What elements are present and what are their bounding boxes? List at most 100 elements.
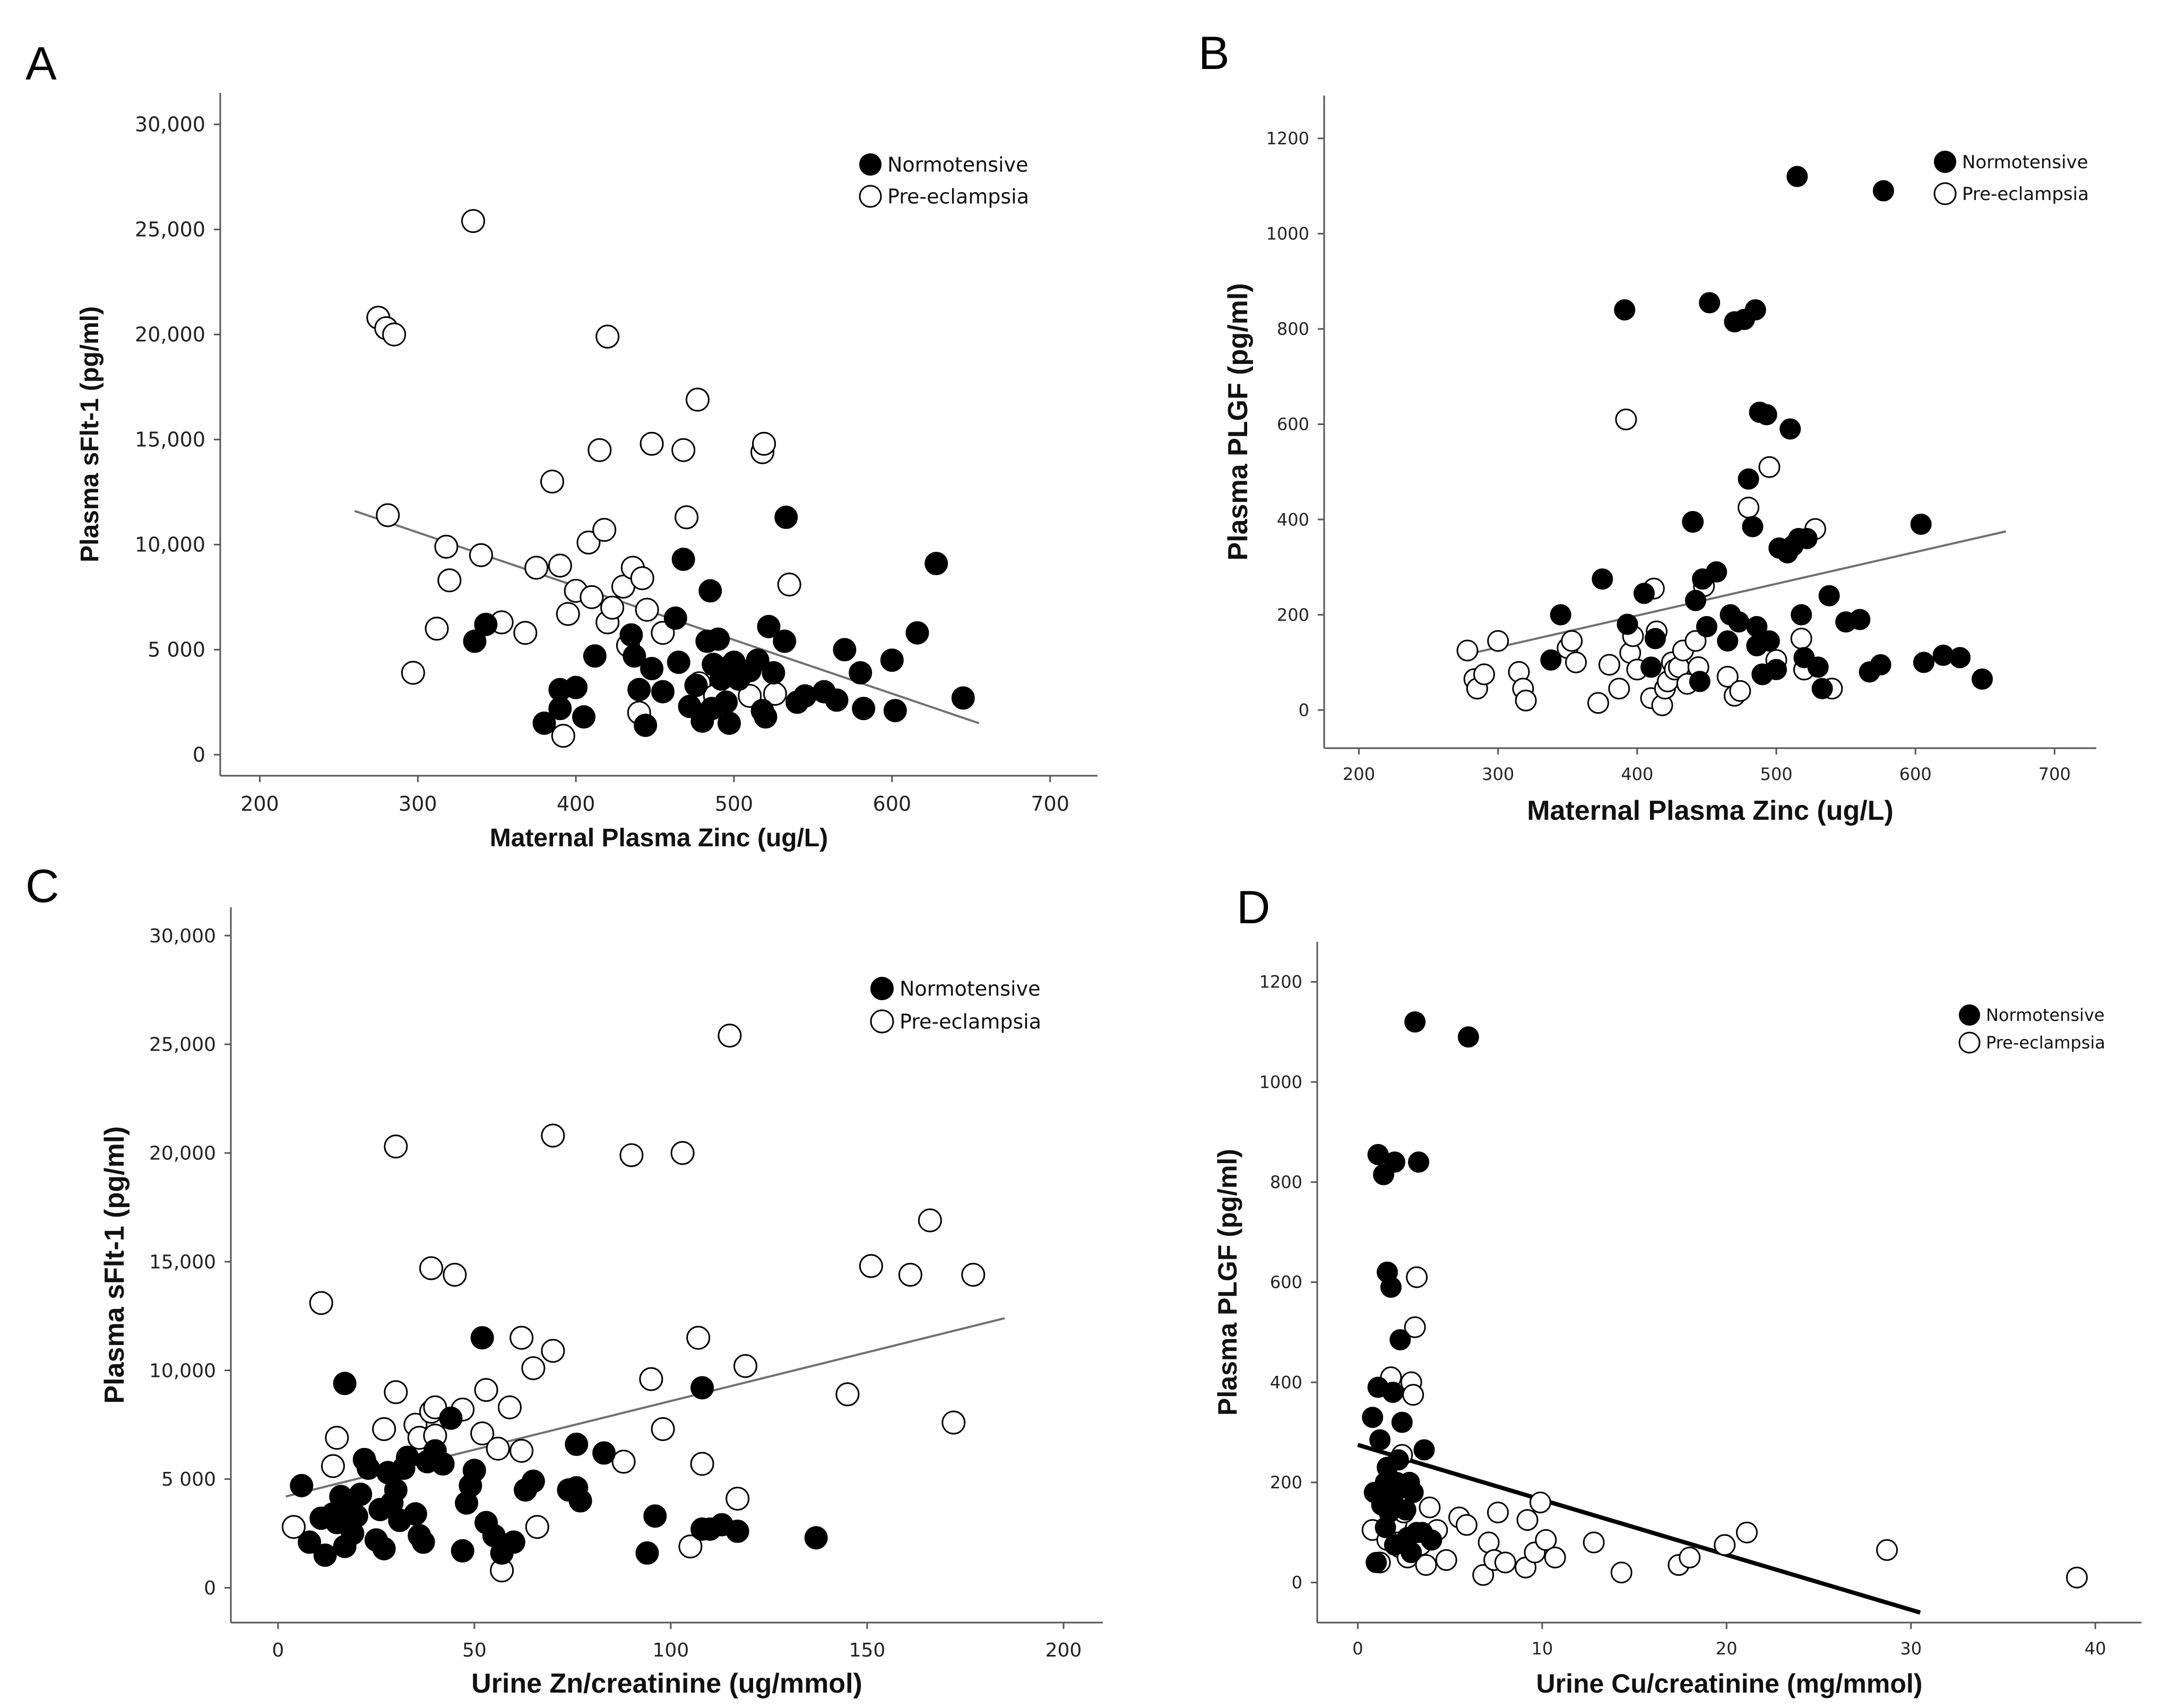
normotensive-point bbox=[532, 712, 556, 735]
pre-eclampsia-point bbox=[1587, 692, 1609, 714]
normotensive-point bbox=[1849, 609, 1871, 630]
normotensive-point bbox=[1387, 1449, 1409, 1471]
panel-letter-a: A bbox=[25, 37, 57, 90]
normotensive-point bbox=[762, 661, 785, 684]
x-tick-label: 700 bbox=[2038, 764, 2071, 784]
pre-eclampsia-point bbox=[670, 1141, 695, 1165]
pre-eclampsia-point bbox=[309, 1291, 333, 1315]
pre-eclampsia-point bbox=[1729, 680, 1751, 702]
pre-eclampsia-point bbox=[548, 553, 572, 578]
normotensive-point bbox=[1640, 656, 1662, 678]
pre-eclampsia-point bbox=[2066, 1566, 2088, 1589]
y-tick-label: 5 000 bbox=[148, 638, 205, 662]
normotensive-point bbox=[1717, 630, 1739, 652]
y-tick-label: 0 bbox=[1292, 1573, 1302, 1593]
normotensive-point bbox=[1910, 514, 1932, 535]
y-tick-label: 1000 bbox=[1266, 224, 1309, 244]
normotensive-point bbox=[470, 1326, 494, 1350]
normotensive-point bbox=[754, 705, 777, 729]
normotensive-point bbox=[905, 621, 929, 645]
normotensive-point bbox=[333, 1372, 357, 1395]
pre-eclampsia-point bbox=[509, 1438, 534, 1463]
pre-eclampsia-point bbox=[1561, 630, 1583, 652]
normotensive-point bbox=[746, 648, 770, 672]
chart-panel-c: 0 50 100 150 200 0 5 000 10,000 15,000 20,000 25,0… bbox=[99, 907, 1103, 1699]
normotensive-point bbox=[411, 1530, 435, 1554]
legend-b: Normotensive Pre-eclampsia bbox=[1933, 151, 2089, 205]
legend-d: Normotensive Pre-eclampsia bbox=[1958, 1004, 2105, 1054]
y-tick-label: 800 bbox=[1270, 1172, 1302, 1192]
pre-eclampsia-point bbox=[619, 1143, 644, 1167]
pre-eclampsia-point bbox=[1473, 663, 1495, 686]
normotensive-point bbox=[1369, 1429, 1391, 1451]
normotensive-point bbox=[1413, 1439, 1435, 1461]
fit-line-b bbox=[1463, 530, 2007, 656]
normotensive-point bbox=[714, 690, 738, 714]
pre-eclampsia-point bbox=[1615, 409, 1637, 431]
pre-eclampsia-point bbox=[640, 431, 664, 456]
pre-eclampsia-point bbox=[382, 322, 407, 346]
normotensive-point bbox=[825, 688, 849, 712]
pre-eclampsia-point bbox=[685, 387, 710, 412]
normotensive-point bbox=[774, 505, 798, 529]
normotensive-point bbox=[1949, 647, 1971, 669]
x-tick-label: 0 bbox=[1352, 1638, 1363, 1659]
pre-eclampsia-point bbox=[1608, 678, 1630, 700]
pre-eclampsia-point bbox=[1487, 1501, 1509, 1523]
pre-eclampsia-point bbox=[611, 1450, 636, 1474]
normotensive-point bbox=[1972, 668, 1993, 690]
pre-eclampsia-point bbox=[1419, 1496, 1441, 1519]
normotensive-point bbox=[1870, 654, 1891, 675]
x-tick-label: 10 bbox=[1532, 1638, 1553, 1659]
normotensive-point bbox=[572, 705, 596, 729]
pre-eclampsia-point bbox=[1716, 665, 1739, 688]
normotensive-point bbox=[1696, 616, 1717, 638]
normotensive-point bbox=[344, 1504, 368, 1528]
legend-c: Normotensive Pre-eclampsia bbox=[870, 977, 1041, 1034]
normotensive-point bbox=[565, 1433, 589, 1456]
x-tick-label: 100 bbox=[653, 1640, 689, 1661]
pre-eclampsia-point bbox=[321, 1454, 345, 1478]
normotensive-point bbox=[564, 675, 588, 699]
normotensive-point bbox=[1689, 671, 1710, 692]
normotensive-point bbox=[1742, 516, 1764, 537]
normotensive-point bbox=[1644, 628, 1666, 649]
y-tick-label: 400 bbox=[1277, 509, 1309, 530]
x-tick-label: 600 bbox=[873, 792, 912, 816]
y-axis-title-d: Plasma PLGF (pg/ml) bbox=[1213, 1149, 1242, 1416]
legend-label-normotensive: Normotensive bbox=[1962, 152, 2088, 173]
normotensive-point bbox=[592, 1441, 616, 1465]
x-tick-label: 20 bbox=[1716, 1638, 1738, 1659]
normotensive-point bbox=[1744, 299, 1766, 321]
x-tick-label: 500 bbox=[1760, 764, 1792, 784]
pre-eclampsia-point bbox=[384, 1380, 408, 1404]
pre-eclampsia-point bbox=[1684, 630, 1707, 652]
pre-eclampsia-point bbox=[1876, 1539, 1898, 1561]
normotensive-point bbox=[1421, 1529, 1442, 1551]
normotensive-point bbox=[396, 1445, 420, 1469]
pre-eclampsia-point bbox=[1402, 1384, 1424, 1406]
pre-eclampsia-point bbox=[675, 505, 699, 530]
y-tick-label: 15,000 bbox=[149, 1251, 216, 1273]
normotensive-point bbox=[635, 1541, 659, 1565]
normotensive-point bbox=[1807, 656, 1829, 678]
pre-eclampsia-point bbox=[1583, 1531, 1605, 1554]
normotensive-point bbox=[1811, 678, 1833, 699]
normotensive-point bbox=[1384, 1151, 1405, 1173]
normotensive-point bbox=[1786, 166, 1808, 187]
legend-marker-pre-eclampsia bbox=[859, 185, 882, 208]
normotensive-point bbox=[1382, 1382, 1404, 1403]
normotensive-point bbox=[1779, 418, 1801, 440]
pre-eclampsia-point bbox=[1516, 1509, 1539, 1531]
pre-eclampsia-point bbox=[509, 1325, 534, 1350]
pre-eclampsia-point bbox=[678, 1534, 703, 1559]
x-tick-label: 150 bbox=[849, 1640, 886, 1661]
pre-eclampsia-point bbox=[541, 1123, 565, 1148]
normotensive-point bbox=[1746, 616, 1768, 638]
normotensive-point bbox=[951, 686, 975, 710]
pre-eclampsia-point bbox=[1494, 1551, 1516, 1574]
normotensive-point bbox=[451, 1539, 474, 1563]
pre-eclampsia-point bbox=[592, 518, 617, 542]
y-tick-label: 200 bbox=[1277, 605, 1309, 625]
